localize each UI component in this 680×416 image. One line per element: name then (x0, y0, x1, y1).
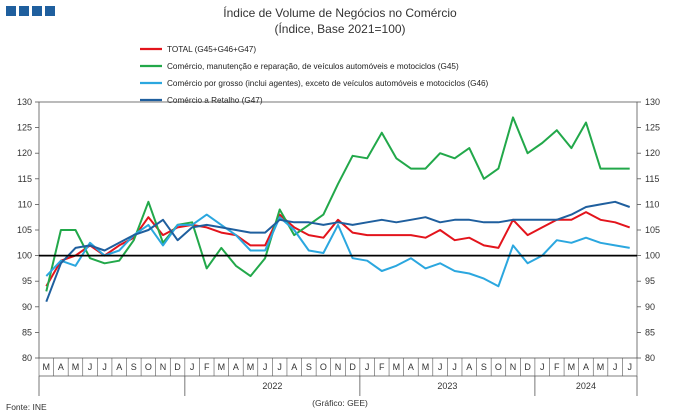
x-tick-label: M (568, 362, 576, 372)
x-tick-label: O (145, 362, 152, 372)
x-tick-label: F (554, 362, 560, 372)
x-tick-label: M (218, 362, 226, 372)
y-tick-label-right: 100 (645, 251, 660, 261)
x-tick-label: J (438, 362, 443, 372)
x-tick-label: A (58, 362, 64, 372)
x-tick-label: J (452, 362, 457, 372)
series-line-3 (45, 200, 631, 303)
series-line-0 (45, 211, 631, 287)
x-tick-label: M (393, 362, 401, 372)
x-tick-label: A (466, 362, 472, 372)
chart-legend: TOTAL (G45+G46+G47) Comércio, manutenção … (140, 45, 489, 105)
x-tick-label: D (349, 362, 356, 372)
y-tick-label-right: 125 (645, 123, 660, 133)
y-tick-label-right: 115 (645, 174, 659, 184)
x-tick-label: A (583, 362, 589, 372)
y-tick-label-left: 125 (17, 123, 32, 133)
x-tick-label: M (43, 362, 51, 372)
chart-title: Índice de Volume de Negócios no Comércio (223, 5, 457, 20)
x-tick-label: F (379, 362, 385, 372)
brand-square-1 (6, 6, 16, 16)
y-tick-label-left: 100 (17, 251, 32, 261)
graph-credit: (Gráfico: GEE) (312, 398, 368, 408)
series-layer (39, 116, 637, 303)
x-tick-label: J (365, 362, 370, 372)
legend-entry-label: TOTAL (G45+G46+G47) (167, 45, 256, 54)
x-tick-label: N (160, 362, 167, 372)
year-label: 2023 (437, 381, 457, 391)
x-tick-label: J (263, 362, 268, 372)
x-tick-label: M (422, 362, 430, 372)
y-tick-label-left: 110 (18, 199, 32, 209)
x-tick-label: J (102, 362, 107, 372)
series-line-2 (45, 213, 630, 288)
year-label: 2024 (576, 381, 596, 391)
y-tick-label-left: 115 (18, 174, 32, 184)
y-tick-label-right: 130 (645, 97, 660, 107)
x-tick-label: S (131, 362, 137, 372)
y-axis-left: 80 85 90 95 100 105 110 115 120 125 130 (17, 97, 39, 363)
x-tick-label: A (291, 362, 297, 372)
brand-square-2 (19, 6, 29, 16)
plot-area (38, 101, 638, 359)
x-tick-label: M (72, 362, 80, 372)
y-tick-label-right: 90 (645, 302, 655, 312)
legend-entry-label: Comércio a Retalho (G47) (167, 96, 263, 105)
x-tick-label: D (524, 362, 531, 372)
y-tick-label-right: 85 (645, 327, 655, 337)
x-tick-label: D (174, 362, 181, 372)
y-tick-label-left: 95 (22, 276, 32, 286)
x-tick-label: M (247, 362, 255, 372)
brand-square-3 (32, 6, 42, 16)
y-tick-label-right: 120 (645, 148, 660, 158)
brand-square-4 (45, 6, 55, 16)
y-tick-label-left: 85 (22, 327, 32, 337)
x-tick-label: N (335, 362, 342, 372)
x-tick-label: J (627, 362, 632, 372)
y-tick-label-right: 95 (645, 276, 655, 286)
x-tick-label: A (408, 362, 414, 372)
y-tick-label-left: 90 (22, 302, 32, 312)
x-tick-label: J (540, 362, 545, 372)
x-tick-label: J (613, 362, 618, 372)
y-tick-label-left: 120 (17, 148, 32, 158)
x-tick-label: A (233, 362, 239, 372)
x-tick-label: S (481, 362, 487, 372)
series-line-1 (45, 116, 630, 292)
x-tick-label: N (510, 362, 517, 372)
x-tick-label: J (277, 362, 282, 372)
y-tick-label-left: 105 (17, 225, 32, 235)
x-tick-label: A (116, 362, 122, 372)
x-tick-label: J (190, 362, 195, 372)
plot-frame (38, 101, 638, 359)
y-tick-label-right: 80 (645, 353, 655, 363)
legend-entry-label: Comércio, manutenção e reparação, de veí… (167, 62, 459, 71)
y-tick-label-right: 110 (645, 199, 659, 209)
legend-entry-label: Comércio por grosso (inclui agentes), ex… (167, 79, 489, 88)
brand-logo (6, 6, 55, 16)
y-tick-label-left: 130 (17, 97, 32, 107)
y-axis-right: 80 85 90 95 100 105 110 115 120 125 130 (637, 97, 660, 363)
y-tick-label-left: 80 (22, 353, 32, 363)
x-tick-label: J (88, 362, 93, 372)
x-tick-label: O (495, 362, 502, 372)
chart-subtitle: (Índice, Base 2021=100) (274, 21, 405, 36)
year-label: 2022 (262, 381, 282, 391)
x-tick-label: O (320, 362, 327, 372)
x-tick-label: S (306, 362, 312, 372)
y-tick-label-right: 105 (645, 225, 660, 235)
x-tick-label: F (204, 362, 210, 372)
source-note: Fonte: INE (6, 402, 47, 412)
x-tick-label: M (597, 362, 605, 372)
